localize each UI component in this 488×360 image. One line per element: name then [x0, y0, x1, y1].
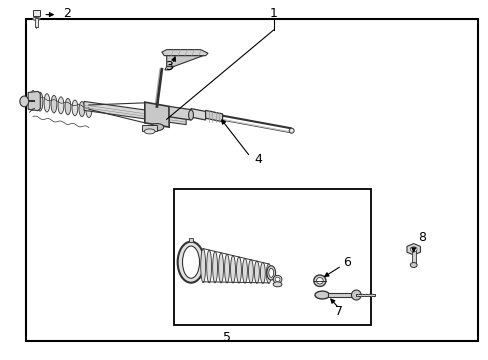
Ellipse shape [32, 18, 40, 20]
Ellipse shape [273, 275, 282, 283]
Ellipse shape [58, 97, 64, 114]
Ellipse shape [236, 257, 241, 283]
Ellipse shape [313, 275, 325, 287]
Ellipse shape [188, 110, 193, 120]
Ellipse shape [72, 100, 78, 116]
Polygon shape [28, 91, 40, 111]
Polygon shape [144, 102, 169, 127]
Ellipse shape [316, 278, 323, 284]
Ellipse shape [314, 291, 329, 299]
Ellipse shape [20, 96, 29, 107]
Text: 8: 8 [417, 231, 425, 244]
Ellipse shape [51, 95, 57, 113]
Ellipse shape [273, 282, 282, 287]
Ellipse shape [177, 242, 204, 283]
Ellipse shape [37, 92, 43, 111]
Ellipse shape [144, 129, 155, 134]
Polygon shape [191, 109, 205, 120]
Bar [35, 18, 38, 27]
Ellipse shape [182, 246, 199, 278]
Ellipse shape [266, 264, 271, 283]
Ellipse shape [351, 290, 361, 300]
Bar [356, 294, 374, 296]
Ellipse shape [201, 249, 205, 283]
Polygon shape [162, 50, 207, 56]
Polygon shape [84, 102, 186, 125]
Bar [188, 238, 193, 242]
Text: 3: 3 [165, 60, 173, 73]
Ellipse shape [248, 260, 253, 283]
Ellipse shape [79, 102, 84, 117]
Ellipse shape [65, 98, 71, 115]
Text: 2: 2 [63, 8, 71, 21]
Ellipse shape [242, 258, 247, 283]
Ellipse shape [266, 266, 275, 280]
Text: 4: 4 [254, 153, 262, 166]
Ellipse shape [409, 262, 416, 267]
Ellipse shape [275, 277, 280, 282]
Ellipse shape [218, 253, 223, 283]
Ellipse shape [212, 252, 217, 283]
Bar [174, 189, 370, 325]
Ellipse shape [150, 123, 163, 131]
Ellipse shape [409, 247, 416, 252]
Ellipse shape [260, 262, 264, 283]
Ellipse shape [224, 254, 229, 283]
Ellipse shape [86, 103, 92, 117]
Ellipse shape [44, 94, 50, 112]
Ellipse shape [230, 256, 235, 283]
Text: 5: 5 [223, 331, 231, 344]
Bar [327, 293, 354, 297]
Ellipse shape [288, 128, 293, 133]
Polygon shape [164, 66, 174, 70]
Ellipse shape [254, 261, 259, 283]
Bar [411, 250, 415, 265]
Ellipse shape [30, 90, 36, 110]
Polygon shape [166, 56, 203, 66]
Text: 7: 7 [335, 305, 343, 318]
Ellipse shape [206, 250, 211, 283]
Text: 1: 1 [269, 8, 277, 21]
Polygon shape [169, 107, 191, 120]
Polygon shape [205, 111, 222, 122]
Bar [33, 10, 40, 17]
Ellipse shape [268, 269, 273, 277]
Text: 6: 6 [342, 256, 350, 269]
Bar [142, 125, 157, 131]
